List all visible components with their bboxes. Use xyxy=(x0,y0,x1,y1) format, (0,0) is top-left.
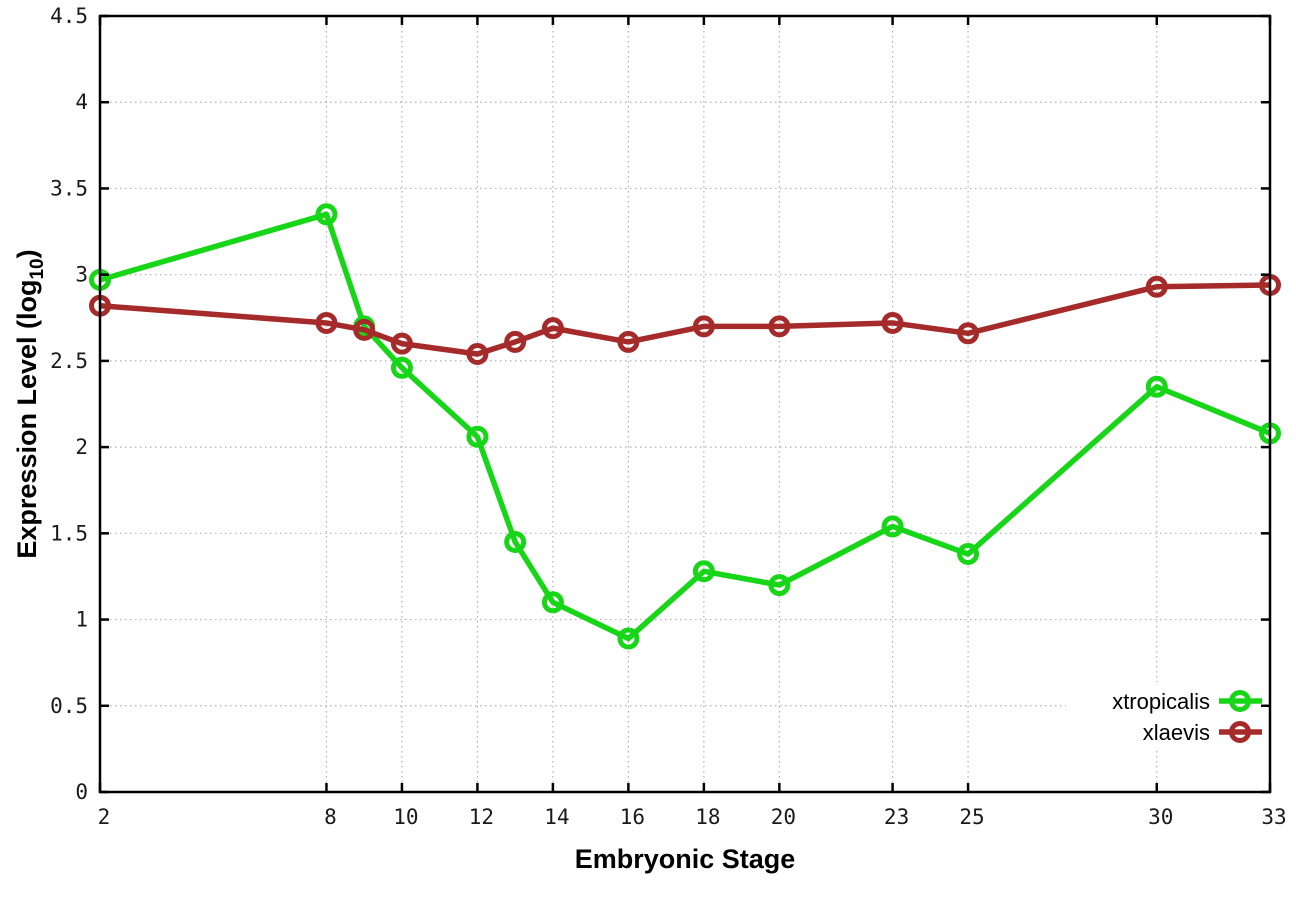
x-tick-label: 33 xyxy=(1261,805,1286,829)
y-tick-label: 4.5 xyxy=(50,4,88,28)
data-point-xlaevis xyxy=(768,315,791,338)
x-axis-title: Embryonic Stage xyxy=(575,844,796,874)
data-point-xtropicalis xyxy=(957,543,980,566)
y-tick-label: 1 xyxy=(75,608,88,632)
data-point-xtropicalis xyxy=(768,574,791,597)
y-tick-label: 0.5 xyxy=(50,694,88,718)
data-point-xlaevis xyxy=(390,332,413,355)
x-tick-label: 30 xyxy=(1148,805,1173,829)
data-point-xtropicalis xyxy=(617,627,640,650)
y-tick-label: 3.5 xyxy=(50,176,88,200)
y-axis-title-subscript: 10 xyxy=(27,258,48,279)
y-tick-label: 2.5 xyxy=(50,349,88,373)
x-tick-label: 2 xyxy=(98,805,111,829)
data-point-xlaevis xyxy=(1145,275,1168,298)
legend-label-xtropicalis: xtropicalis xyxy=(1112,689,1210,714)
data-point-xtropicalis xyxy=(390,356,413,379)
y-axis-title-close: ) xyxy=(12,249,42,258)
x-tick-label: 10 xyxy=(393,805,418,829)
axes-layer xyxy=(98,14,1272,794)
data-point-xtropicalis xyxy=(1145,375,1168,398)
x-tick-label: 23 xyxy=(884,805,909,829)
y-tick-label: 0 xyxy=(75,780,88,804)
data-point-xlaevis xyxy=(541,317,564,340)
y-tick-label: 1.5 xyxy=(50,521,88,545)
x-tick-label: 25 xyxy=(959,805,984,829)
x-tick-label: 16 xyxy=(620,805,645,829)
legend-marker-xtropicalis xyxy=(1229,690,1251,712)
y-axis-title: Expression Level (log10) xyxy=(12,249,48,558)
series-line-xtropicalis xyxy=(99,211,1272,642)
y-tick-label: 2 xyxy=(75,435,88,459)
x-tick-label: 8 xyxy=(324,805,337,829)
series-layer xyxy=(89,203,1281,650)
legend-marker-xlaevis xyxy=(1229,721,1251,743)
data-point-xtropicalis xyxy=(541,591,564,614)
x-tick-label: 14 xyxy=(544,805,569,829)
legend: xtropicalis xlaevis xyxy=(1066,682,1268,750)
data-point-xlaevis xyxy=(881,311,904,334)
data-point-xtropicalis xyxy=(466,425,489,448)
x-tick-label: 20 xyxy=(771,805,796,829)
y-tick-label: 4 xyxy=(75,90,88,114)
data-point-xtropicalis xyxy=(504,530,527,553)
data-point-xlaevis xyxy=(466,342,489,365)
y-axis-title-main: Expression Level (log xyxy=(12,280,42,559)
data-point-xlaevis xyxy=(504,330,527,353)
x-tick-label: 18 xyxy=(695,805,720,829)
data-point-xlaevis xyxy=(315,311,338,334)
data-point-xlaevis xyxy=(957,322,980,345)
legend-label-xlaevis: xlaevis xyxy=(1143,720,1210,745)
data-point-xlaevis xyxy=(617,330,640,353)
y-tick-label: 3 xyxy=(75,263,88,287)
series-line-xlaevis xyxy=(99,282,1271,357)
x-tick-label: 12 xyxy=(469,805,494,829)
tick-labels-layer: 2 8 10 12 14 16 18 20 23 25 30 33 0 0.5 1 1.5 2 2.5 3 3.5 4 4… xyxy=(50,4,1287,829)
data-point-xlaevis xyxy=(692,315,715,338)
data-point-xlaevis xyxy=(353,318,376,341)
data-point-xtropicalis xyxy=(692,560,715,583)
plot-border xyxy=(98,14,1272,794)
data-point-xtropicalis xyxy=(315,203,338,226)
grid-layer xyxy=(100,16,1270,792)
data-point-xtropicalis xyxy=(881,515,904,538)
